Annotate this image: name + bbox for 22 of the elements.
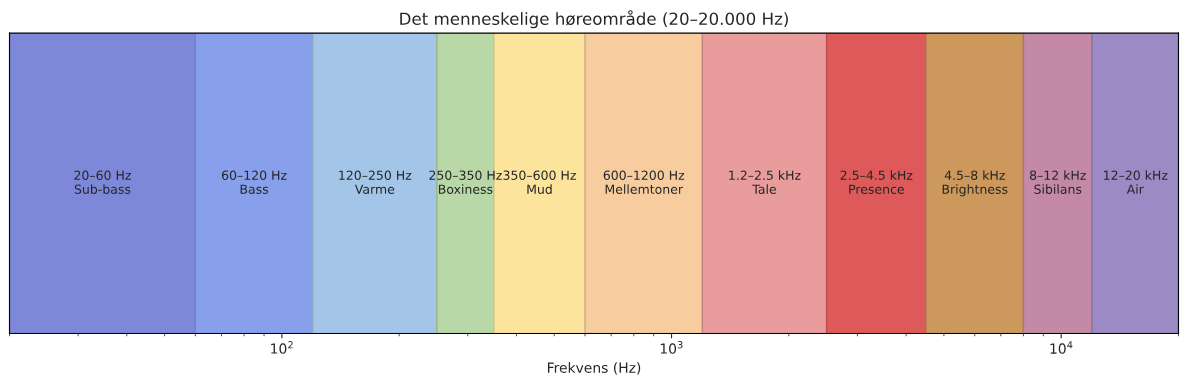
- data-label: 8–12 kHz Sibilans: [1029, 170, 1086, 194]
- data-label: 600–1200 Hz Mellemtoner: [603, 170, 685, 194]
- data-label: 20–60 Hz Sub-bass: [74, 170, 131, 194]
- bar: [1022, 33, 1093, 334]
- bar: [584, 33, 704, 334]
- chart-title: Det menneskelige høreområde (20–20.000 Hz): [400, 10, 788, 29]
- data-label: 4.5–8 kHz Brightness: [942, 170, 1008, 197]
- data-label: 120–250 Hz Varme: [339, 170, 412, 194]
- data-label: 12–20 kHz Air: [1104, 170, 1168, 194]
- bar: [194, 33, 314, 334]
- bar: [825, 33, 927, 334]
- x-tick-label: 10$^{3}$: [660, 341, 683, 354]
- x-tick-label: 10$^{2}$: [271, 341, 293, 354]
- x-axis-title: Frekvens (Hz): [547, 362, 641, 375]
- data-label: 350–600 Hz Mud: [503, 170, 576, 194]
- data-label: 60–120 Hz Bass: [221, 170, 287, 194]
- bar: [701, 33, 828, 334]
- bar: [925, 33, 1025, 334]
- x-tick-label: 10$^{4}$: [1050, 341, 1073, 354]
- data-label: 1.2–2.5 kHz Tale: [729, 170, 801, 194]
- data-label: 250–350 Hz Boxiness: [429, 170, 502, 194]
- data-label: 2.5–4.5 kHz Presence: [840, 170, 913, 194]
